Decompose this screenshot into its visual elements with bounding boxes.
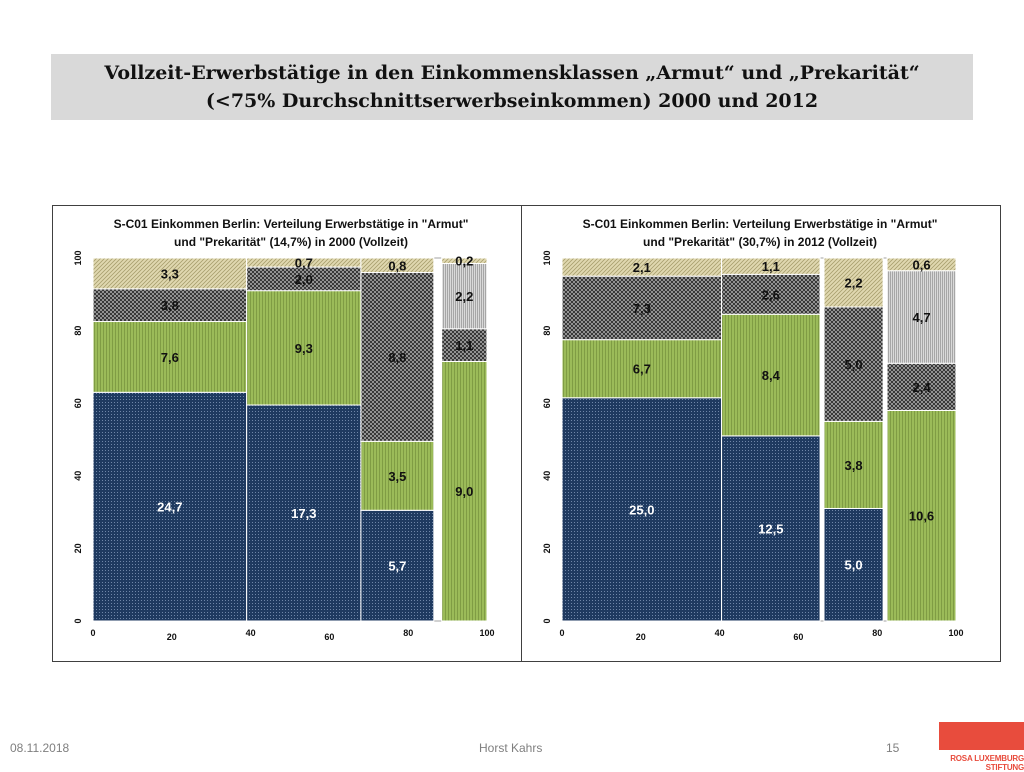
data-label-col4-cross: 1,1 <box>455 338 473 353</box>
segment-col3-cross <box>360 272 435 442</box>
data-label-col2-cross: 2,0 <box>295 272 313 287</box>
data-label-col1-beige: 2,1 <box>633 260 651 275</box>
data-label-col3-cross: 8,8 <box>388 350 406 365</box>
segment-col1-blue <box>561 397 723 622</box>
segment-col4-green <box>886 409 957 622</box>
segment-col2-blue <box>721 435 821 622</box>
y-tick-label: 100 <box>542 250 552 265</box>
data-label-col1-beige: 3,3 <box>161 266 179 281</box>
data-label-col3-beige: 0,8 <box>388 258 406 273</box>
data-label-col2-cross: 2,6 <box>762 287 780 302</box>
segment-col1-green <box>561 339 723 399</box>
x-tick-label: 100 <box>479 628 494 638</box>
data-label-col2-beige: 1,1 <box>762 259 780 274</box>
segment-col1-green <box>92 321 248 393</box>
x-tick-label: 60 <box>793 632 803 642</box>
x-tick-label: 100 <box>948 628 963 638</box>
data-label-col3-green: 3,5 <box>388 469 406 484</box>
x-tick-label: 40 <box>246 628 256 638</box>
y-tick-label: 40 <box>542 471 552 481</box>
data-label-col2-blue: 12,5 <box>758 521 783 536</box>
chart-2000-svg: S-C01 Einkommen Berlin: Verteilung Erwer… <box>73 217 495 642</box>
data-label-col4-beige: 0,2 <box>455 254 473 269</box>
footer-author: Horst Kahrs <box>479 741 543 755</box>
footer-page-number: 15 <box>886 741 900 755</box>
y-tick-label: 40 <box>73 471 83 481</box>
segment-col3-beige <box>823 257 884 308</box>
x-tick-label: 20 <box>636 632 646 642</box>
data-label-col2-green: 8,4 <box>762 368 781 383</box>
data-label-col4-green: 9,0 <box>455 484 473 499</box>
slide-title-line-1: Vollzeit-Erwerbstätige in den Einkommens… <box>104 62 920 84</box>
data-label-col2-green: 9,3 <box>295 341 313 356</box>
segment-col3-blue <box>823 507 884 622</box>
data-label-col1-cross: 7,3 <box>633 301 651 316</box>
data-label-col4-grey: 4,7 <box>912 310 930 325</box>
segment-col1-cross <box>561 275 723 341</box>
data-label-col1-cross: 3,8 <box>161 298 179 313</box>
data-label-col2-blue: 17,3 <box>291 506 316 521</box>
footer-date: 08.11.2018 <box>10 741 70 755</box>
segment-col4-beige <box>886 257 957 272</box>
x-tick-label: 0 <box>559 628 564 638</box>
chart-title-line-1: S-C01 Einkommen Berlin: Verteilung Erwer… <box>583 217 938 231</box>
data-label-col3-blue: 5,0 <box>845 558 863 573</box>
y-tick-label: 100 <box>73 250 83 265</box>
data-label-col3-beige: 2,2 <box>845 276 863 291</box>
y-tick-label: 80 <box>542 326 552 336</box>
segment-col3-cross <box>823 306 884 422</box>
data-label-col2-beige: 0,7 <box>295 256 313 271</box>
data-label-col1-blue: 24,7 <box>157 500 182 515</box>
segment-col2-green <box>721 313 821 437</box>
data-label-col4-beige: 0,6 <box>912 257 930 272</box>
segment-col3-blue <box>360 509 435 622</box>
y-tick-label: 0 <box>542 618 552 623</box>
chart-2012-svg: S-C01 Einkommen Berlin: Verteilung Erwer… <box>542 217 964 642</box>
logo-red-block <box>939 722 1024 750</box>
chart-title-line-2: und "Prekarität" (30,7%) in 2012 (Vollze… <box>643 235 877 249</box>
segment-col3-green <box>360 440 435 511</box>
x-tick-label: 20 <box>167 632 177 642</box>
segment-col3-beige <box>360 257 435 274</box>
segment-col4-grey <box>886 270 957 364</box>
y-tick-label: 60 <box>542 398 552 408</box>
segment-col3-green <box>823 420 884 509</box>
y-tick-label: 0 <box>73 618 83 623</box>
x-tick-label: 60 <box>324 632 334 642</box>
data-label-col4-green: 10,6 <box>909 509 934 524</box>
segment-col1-beige <box>92 257 248 290</box>
segment-col2-green <box>246 290 362 406</box>
chart-2012: S-C01 Einkommen Berlin: Verteilung Erwer… <box>521 205 1001 662</box>
data-label-col3-blue: 5,7 <box>388 559 406 574</box>
segment-col2-beige <box>721 257 821 275</box>
chart-2000: S-C01 Einkommen Berlin: Verteilung Erwer… <box>52 205 532 662</box>
y-tick-label: 20 <box>73 543 83 553</box>
chart-title-line-1: S-C01 Einkommen Berlin: Verteilung Erwer… <box>114 217 469 231</box>
data-label-col3-cross: 5,0 <box>845 357 863 372</box>
segment-col4-beige <box>441 257 488 264</box>
logo-text: ROSA LUXEMBURG STIFTUNG <box>950 754 1024 772</box>
slide-title-line-2: (<75% Durchschnittserwerbseinkommen) 200… <box>205 90 819 112</box>
data-label-col1-green: 7,6 <box>161 350 179 365</box>
segment-col4-grey <box>441 262 488 330</box>
chart-title-line-2: und "Prekarität" (14,7%) in 2000 (Vollze… <box>174 235 408 249</box>
data-label-col4-grey: 2,2 <box>455 289 473 304</box>
segment-col4-green <box>441 360 488 622</box>
y-tick-label: 60 <box>73 398 83 408</box>
y-tick-label: 80 <box>73 326 83 336</box>
x-tick-label: 80 <box>872 628 882 638</box>
x-tick-label: 40 <box>715 628 725 638</box>
segment-col4-cross <box>886 362 957 411</box>
data-label-col3-green: 3,8 <box>845 458 863 473</box>
slide-title-box: Vollzeit-Erwerbstätige in den Einkommens… <box>51 54 973 120</box>
data-label-col1-green: 6,7 <box>633 362 651 377</box>
data-label-col1-blue: 25,0 <box>629 502 654 517</box>
x-tick-label: 0 <box>90 628 95 638</box>
x-tick-label: 80 <box>403 628 413 638</box>
segment-col2-blue <box>246 404 362 622</box>
segment-col2-cross <box>721 273 821 315</box>
rosa-luxemburg-stiftung-logo: ROSA LUXEMBURG STIFTUNG <box>913 722 1024 772</box>
y-tick-label: 20 <box>542 543 552 553</box>
data-label-col4-cross: 2,4 <box>912 380 931 395</box>
